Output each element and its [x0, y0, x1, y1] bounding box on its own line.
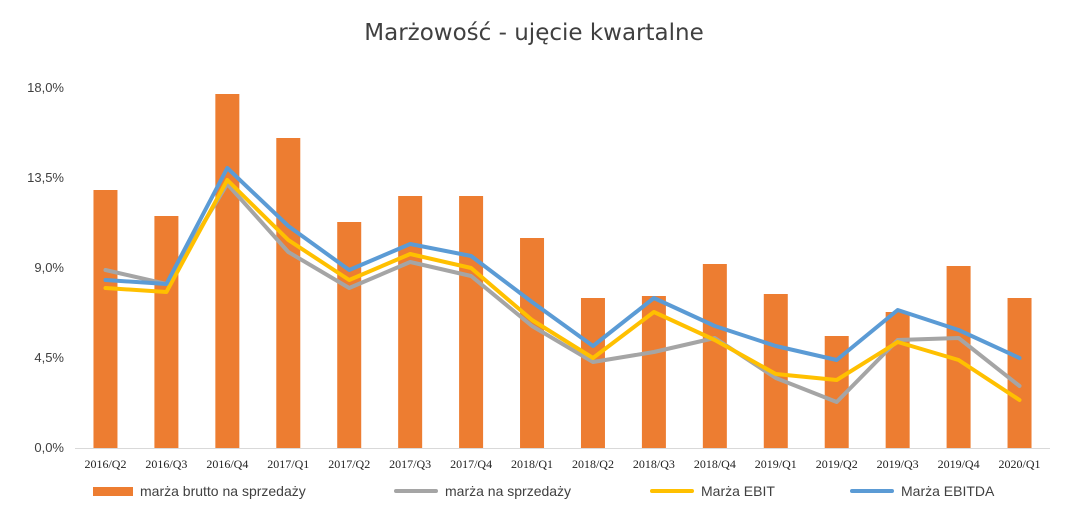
bar: [93, 190, 118, 448]
x-tick-label: 2018/Q3: [633, 457, 675, 471]
x-tick-label: 2017/Q1: [267, 457, 309, 471]
bar: [702, 264, 727, 448]
x-tick-label: 2019/Q4: [938, 457, 980, 471]
legend-label: Marża EBIT: [701, 483, 775, 499]
x-tick-label: 2019/Q1: [755, 457, 797, 471]
legend-swatch: [394, 489, 438, 493]
y-tick-label: 0,0%: [34, 440, 64, 455]
chart-title: Marżowość - ujęcie kwartalne: [364, 20, 704, 46]
x-tick-label: 2018/Q2: [572, 457, 614, 471]
bar: [337, 222, 362, 448]
y-axis-ticks: 0,0% 4,5% 9,0% 13,5% 18,0%: [27, 80, 64, 455]
bar: [580, 298, 605, 448]
bar: [520, 238, 545, 448]
bar: [1007, 298, 1032, 448]
legend-label: marża brutto na sprzedaży: [140, 483, 306, 499]
legend-swatch: [93, 486, 133, 496]
legend-item: Marża EBIT: [650, 480, 775, 502]
x-tick-label: 2016/Q3: [145, 457, 187, 471]
bar: [276, 138, 301, 448]
bar: [641, 296, 666, 448]
legend-item: marża na sprzedaży: [394, 480, 571, 502]
series-line: [103, 166, 1022, 362]
y-tick-label: 13,5%: [27, 170, 64, 185]
x-tick-label: 2018/Q1: [511, 457, 553, 471]
bar-group: [93, 94, 1032, 448]
y-tick-label: 4,5%: [34, 350, 64, 365]
legend-item: marża brutto na sprzedaży: [93, 480, 306, 502]
legend-swatch: [650, 489, 694, 493]
y-tick-label: 9,0%: [34, 260, 64, 275]
x-tick-label: 2018/Q4: [694, 457, 736, 471]
x-tick-label: 2017/Q2: [328, 457, 370, 471]
legend: marża brutto na sprzedaży marża na sprzed…: [0, 480, 1068, 504]
bar: [154, 216, 179, 448]
y-tick-label: 18,0%: [27, 80, 64, 95]
line-group: [103, 166, 1022, 404]
x-tick-label: 2020/Q1: [999, 457, 1041, 471]
legend-swatch: [850, 489, 894, 493]
x-tick-label: 2019/Q2: [816, 457, 858, 471]
x-tick-label: 2016/Q4: [206, 457, 248, 471]
legend-label: Marża EBITDA: [901, 483, 995, 499]
x-tick-label: 2017/Q4: [450, 457, 492, 471]
bar: [215, 94, 240, 448]
series-line: [103, 178, 1022, 402]
x-tick-label: 2019/Q3: [877, 457, 919, 471]
x-axis-ticks: 2016/Q2 2016/Q3 2016/Q4 2017/Q1 2017/Q2 2017/…: [84, 457, 1040, 471]
x-tick-label: 2017/Q3: [389, 457, 431, 471]
legend-label: marża na sprzedaży: [445, 483, 572, 499]
series-line: [103, 182, 1022, 404]
x-tick-label: 2016/Q2: [84, 457, 126, 471]
bar: [459, 196, 484, 448]
bar: [398, 196, 423, 448]
legend-item: Marża EBITDA: [850, 480, 994, 502]
bar: [885, 312, 910, 448]
